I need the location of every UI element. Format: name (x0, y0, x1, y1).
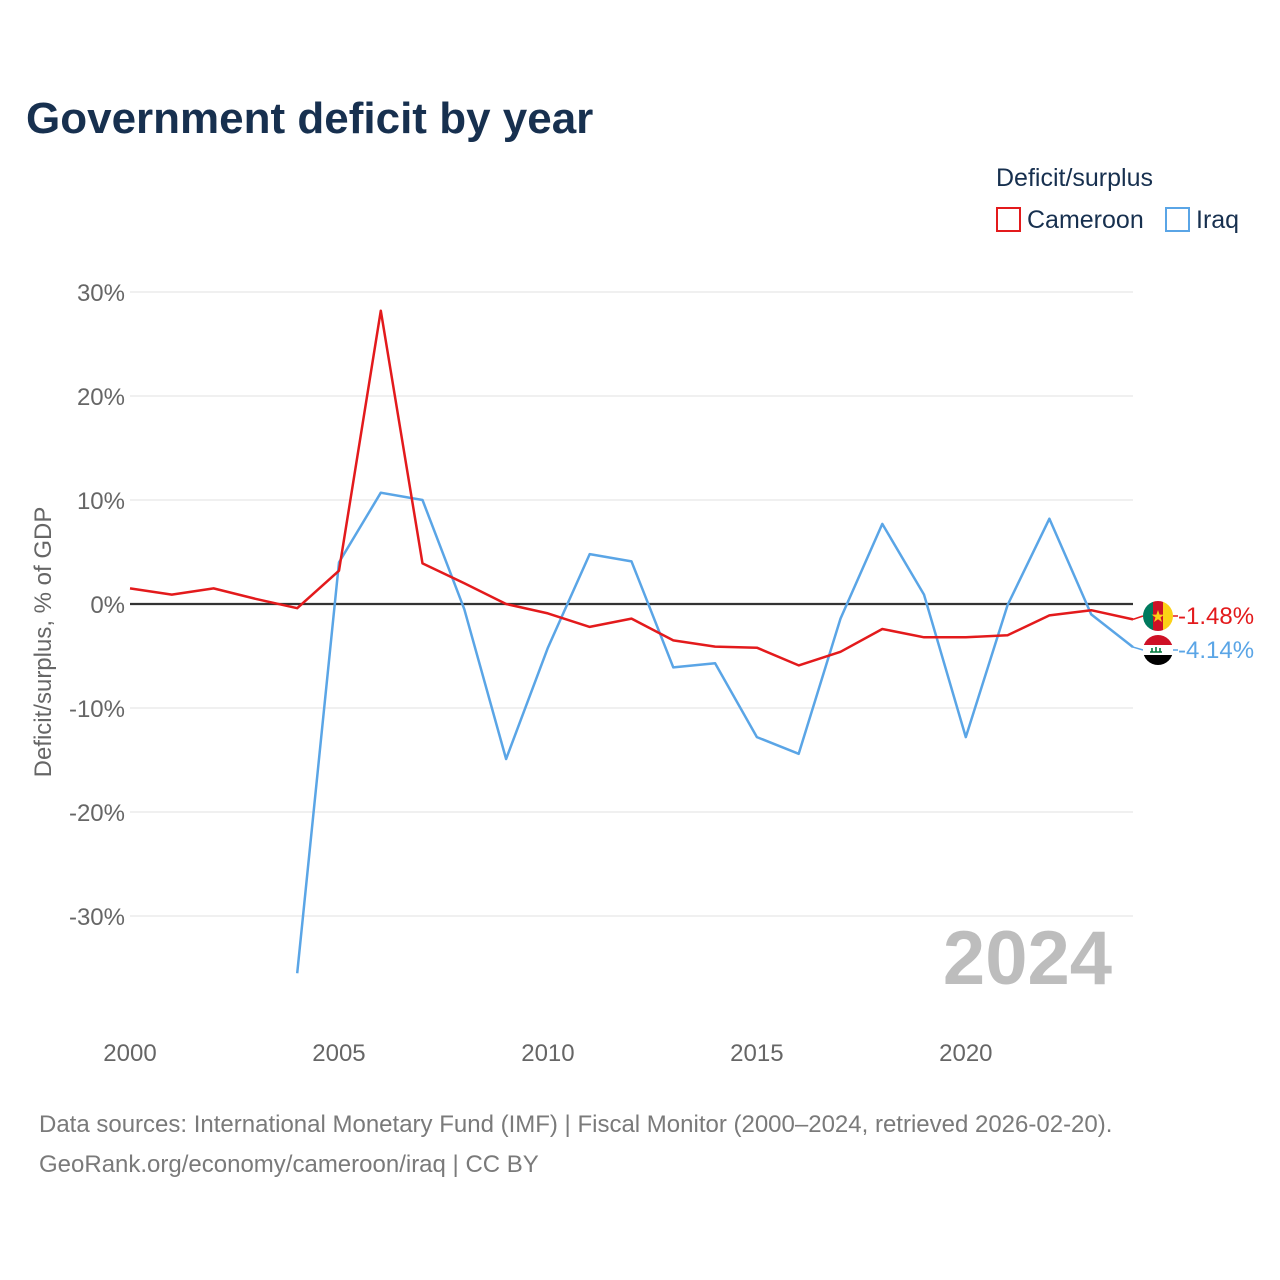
legend-label-iraq[interactable]: Iraq (1196, 206, 1239, 234)
end-label-cameroon: -1.48% (1178, 603, 1254, 630)
end-labels: -1.48% -4.14% (1132, 603, 1254, 664)
legend-swatch-iraq[interactable] (1165, 207, 1190, 232)
y-axis-ticks: 30% 20% 10% 0% -10% -20% -30% (69, 280, 125, 931)
series-line-cameroon[interactable] (129, 309, 1134, 667)
source-line-1: Data sources: International Monetary Fun… (39, 1111, 1112, 1138)
chart-title: Government deficit by year (26, 94, 593, 143)
x-axis-ticks: 2000 2005 2010 2015 2020 (103, 1040, 992, 1067)
legend-title: Deficit/surplus (996, 164, 1153, 192)
source-line-2: GeoRank.org/economy/cameroon/iraq | CC B… (39, 1151, 539, 1178)
legend-label-cameroon[interactable]: Cameroon (1027, 206, 1144, 234)
x-tick-label: 2000 (103, 1040, 156, 1067)
y-tick-label: 0% (90, 592, 125, 619)
y-tick-label: -20% (69, 800, 125, 827)
year-watermark: 2024 (943, 916, 1112, 1001)
y-tick-label: 10% (77, 488, 125, 515)
legend-swatch-cameroon[interactable] (996, 207, 1021, 232)
x-tick-label: 2010 (521, 1040, 574, 1067)
y-tick-label: 20% (77, 384, 125, 411)
y-axis-title: Deficit/surplus, % of GDP (30, 507, 57, 778)
y-tick-label: -10% (69, 696, 125, 723)
cameroon-flag-icon (1143, 601, 1173, 631)
x-tick-label: 2005 (312, 1040, 365, 1067)
x-tick-label: 2015 (730, 1040, 783, 1067)
iraq-flag-icon (1143, 635, 1173, 665)
end-label-leader (1132, 615, 1144, 621)
x-tick-label: 2020 (939, 1040, 992, 1067)
y-tick-label: -30% (69, 904, 125, 931)
series-line-iraq[interactable] (295, 491, 1134, 974)
end-label-leader (1132, 646, 1144, 651)
series-lines (129, 309, 1134, 974)
y-tick-label: 30% (77, 280, 125, 307)
end-label-iraq: -4.14% (1178, 637, 1254, 664)
gridlines (130, 291, 1133, 917)
